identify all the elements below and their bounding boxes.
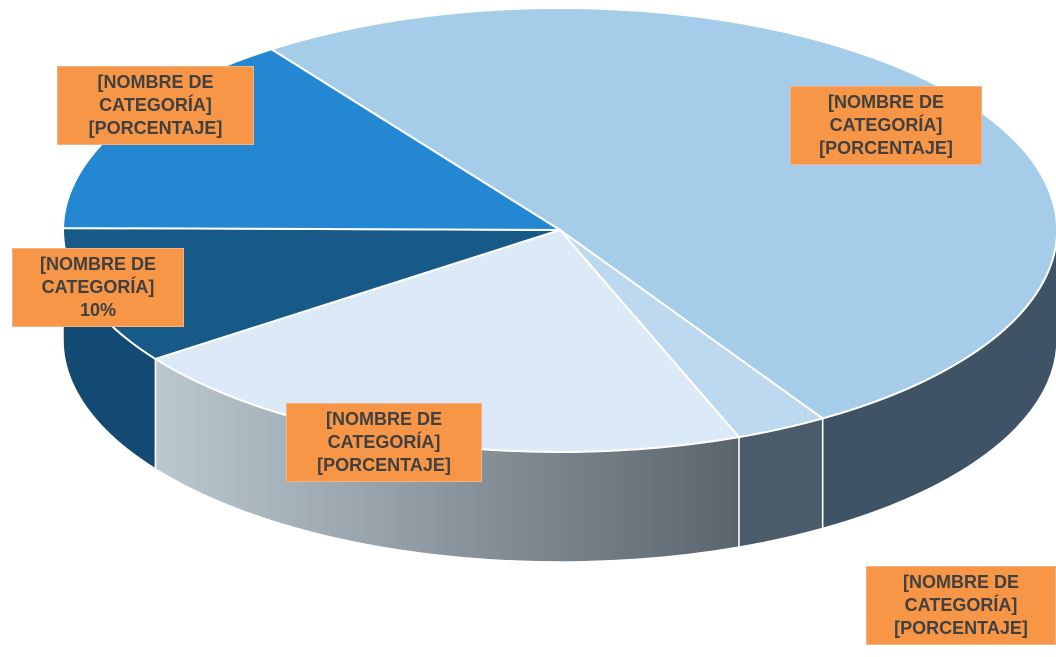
category-label: [NOMBRE DE CATEGORÍA] [903, 572, 1019, 615]
value-label: [PORCENTAJE] [88, 118, 223, 138]
value-label: [PORCENTAJE] [819, 138, 953, 158]
value-label: 10% [79, 300, 117, 320]
slice-side [738, 417, 824, 549]
data-label: [NOMBRE DE CATEGORÍA] [PORCENTAJE] [57, 66, 254, 145]
data-label: [NOMBRE DE CATEGORÍA] 10% [12, 248, 184, 327]
category-label: [NOMBRE DE CATEGORÍA] [326, 409, 442, 452]
data-label: [NOMBRE DE CATEGORÍA] [PORCENTAJE] [866, 566, 1056, 645]
category-label: [NOMBRE DE CATEGORÍA] [97, 72, 214, 115]
value-label: [PORCENTAJE] [894, 618, 1028, 638]
data-label: [NOMBRE DE CATEGORÍA] [PORCENTAJE] [286, 403, 482, 482]
data-label: [NOMBRE DE CATEGORÍA] [PORCENTAJE] [790, 86, 982, 165]
category-label: [NOMBRE DE CATEGORÍA] [40, 254, 156, 297]
value-label: [PORCENTAJE] [317, 455, 451, 475]
category-label: [NOMBRE DE CATEGORÍA] [828, 92, 944, 135]
